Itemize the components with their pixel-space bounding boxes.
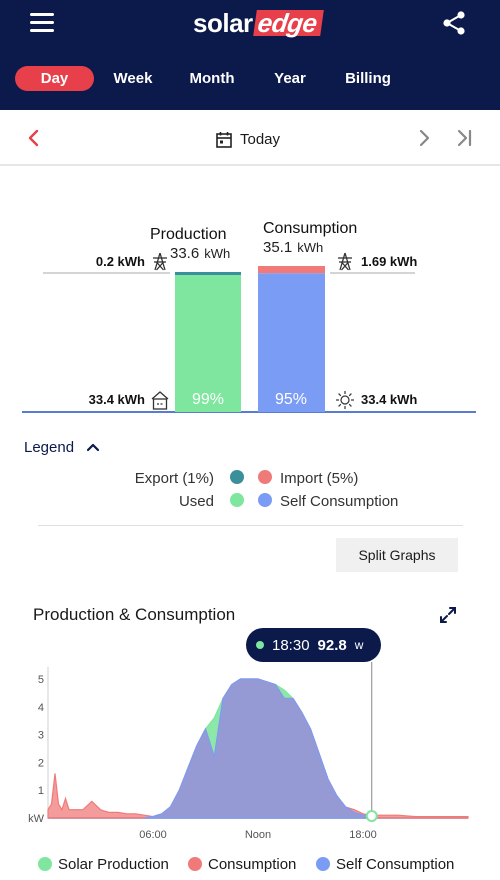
- legend-item-self-consumption[interactable]: Self Consumption: [316, 853, 454, 875]
- legend-dot: [38, 857, 52, 871]
- previous-day-chevron-icon[interactable]: [26, 128, 42, 148]
- consumption-title: Consumption: [263, 220, 357, 237]
- self-consumption-area: [144, 678, 373, 819]
- legend-used-label: Used: [178, 493, 214, 510]
- tab-day[interactable]: Day: [15, 66, 94, 91]
- date-navigation-bar: Today: [0, 110, 500, 166]
- energy-summary-graphic: Production 33.6 kWh Consumption 35.1 kWh 9…: [22, 220, 476, 413]
- consumption-self-percent: 95%: [275, 391, 307, 408]
- tab-billing[interactable]: Billing: [345, 70, 391, 87]
- legend-export-dot: [230, 470, 244, 484]
- section-divider: [38, 525, 463, 526]
- legend-used-dot: [230, 493, 244, 507]
- tooltip-time: 18:30: [272, 636, 310, 654]
- chevron-up-icon: [86, 443, 100, 452]
- jump-to-latest-icon[interactable]: [454, 128, 474, 148]
- legend-export-label: Export (1%): [134, 470, 214, 487]
- production-title: Production: [150, 226, 227, 243]
- tab-month[interactable]: Month: [189, 70, 235, 87]
- consumption-self-bar: [258, 273, 325, 412]
- y-tick-label: 1: [38, 785, 44, 797]
- consumption-total: 35.1 kWh: [263, 239, 323, 256]
- x-tick-label: 06:00: [139, 829, 167, 841]
- legend-item-label: Solar Production: [58, 855, 169, 873]
- production-used-percent: 99%: [192, 391, 224, 408]
- legend-item-label: Self Consumption: [336, 855, 455, 873]
- y-tick-label: kW: [28, 813, 45, 825]
- y-tick-label: 5: [38, 674, 44, 686]
- production-total: 33.6 kWh: [170, 245, 230, 262]
- sun-icon: [336, 391, 354, 409]
- legend-self-label: Self Consumption: [280, 493, 399, 510]
- legend-dot: [316, 857, 330, 871]
- tab-year[interactable]: Year: [274, 70, 306, 87]
- self-value: 33.4 kWh: [361, 392, 417, 407]
- legend-import-dot: [258, 470, 272, 484]
- split-graphs-button[interactable]: Split Graphs: [336, 538, 458, 572]
- legend-item-solar-production[interactable]: Solar Production: [38, 853, 169, 875]
- legend-toggle[interactable]: Legend: [24, 437, 100, 457]
- production-export-bar: [175, 272, 241, 275]
- y-tick-label: 3: [38, 730, 44, 742]
- grid-tower-export-icon: [153, 252, 167, 271]
- solaredge-logo: solar edge: [193, 7, 324, 38]
- grid-tower-import-icon: [338, 252, 352, 271]
- chart-cursor-point[interactable]: [365, 810, 378, 822]
- export-value: 0.2 kWh: [96, 254, 145, 269]
- tooltip-dot: [256, 641, 264, 649]
- tooltip-unit: w: [354, 638, 364, 652]
- date-picker[interactable]: Today: [216, 128, 280, 150]
- import-value: 1.69 kWh: [361, 254, 417, 269]
- legend-import-label: Import (5%): [280, 470, 359, 487]
- hamburger-menu-icon[interactable]: [30, 13, 54, 33]
- production-consumption-area-chart[interactable]: 5 4 3 2 1 kW 06:00 Noon 18:00: [0, 660, 500, 850]
- x-tick-label: Noon: [245, 829, 271, 841]
- tooltip-value: 92.8: [317, 636, 347, 654]
- legend-dot: [188, 857, 202, 871]
- consumption-import-bar: [258, 266, 325, 274]
- legend-toggle-label: Legend: [24, 438, 75, 456]
- share-icon[interactable]: [441, 10, 467, 36]
- production-used-bar: [175, 275, 241, 412]
- y-tick-label: 4: [38, 702, 44, 714]
- chart-tooltip: 18:30 92.8 w: [246, 628, 381, 662]
- x-tick-label: 18:00: [349, 829, 377, 841]
- chart-legend: Solar Production Consumption Self Consum…: [0, 853, 500, 875]
- app-header: solar edge Day Week Month Year Billing: [0, 0, 500, 110]
- legend-item-label: Consumption: [208, 855, 297, 873]
- logo-edge-text: edge: [252, 8, 324, 38]
- legend-item-consumption[interactable]: Consumption: [188, 853, 296, 875]
- date-label: Today: [240, 130, 281, 148]
- expand-chart-icon[interactable]: [438, 605, 458, 625]
- home-icon: [151, 391, 169, 410]
- used-value: 33.4 kWh: [89, 392, 145, 407]
- next-day-chevron-icon[interactable]: [416, 128, 432, 148]
- production-consumption-title: Production & Consumption: [33, 605, 236, 624]
- tab-week[interactable]: Week: [113, 70, 153, 87]
- logo-solar-text: solar: [193, 7, 253, 38]
- legend-self-dot: [258, 493, 272, 507]
- y-tick-label: 2: [38, 757, 44, 769]
- calendar-icon: [216, 131, 232, 148]
- period-tabs: Day Week Month Year Billing: [0, 66, 500, 92]
